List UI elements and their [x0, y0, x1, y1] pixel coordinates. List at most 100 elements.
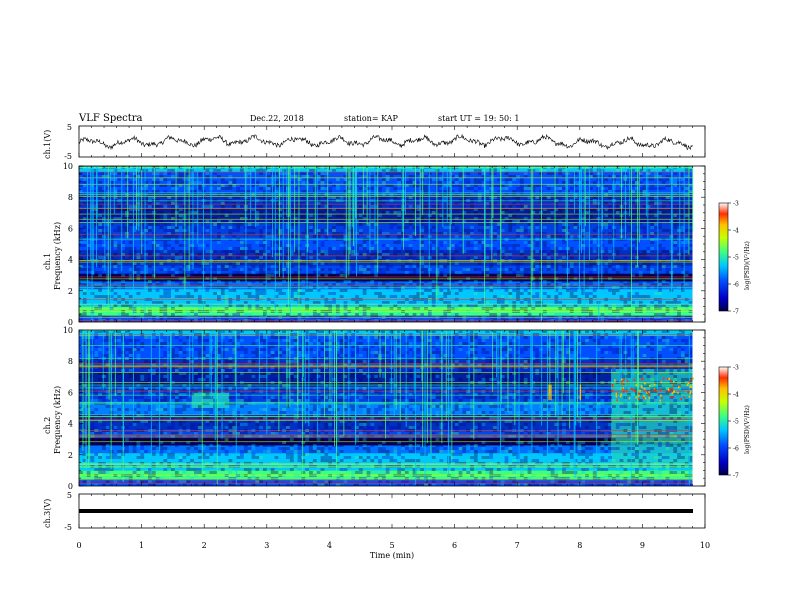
spectrogram-cell: [105, 304, 110, 307]
spectrogram-cell: [274, 289, 279, 292]
spectrogram-cell: [470, 330, 474, 333]
spectrogram-cell: [220, 250, 225, 253]
spectrogram-cell: [247, 256, 252, 259]
spectrogram-cell: [531, 235, 536, 238]
spectrogram-cell: [151, 172, 156, 175]
spectrogram-cell: [182, 360, 187, 363]
spectrogram-cell: [278, 214, 283, 217]
spectrogram-cell: [496, 178, 501, 181]
spectrogram-cell: [569, 289, 574, 292]
spectrogram-cell: [374, 256, 378, 259]
spectrogram-cell: [569, 330, 574, 333]
spectrogram-cell: [619, 292, 624, 295]
spectrogram-cell: [144, 265, 148, 268]
spectrogram-cell: [132, 205, 137, 208]
sferic: [541, 166, 542, 322]
spectrogram-cell: [577, 330, 582, 333]
spectrogram-cell: [82, 280, 87, 283]
spectrogram-cell: [592, 250, 597, 253]
spectrogram-cell: [638, 181, 643, 184]
spectrogram-cell: [132, 271, 137, 274]
spectrogram-cell: [454, 307, 459, 310]
spectrogram-cell: [450, 211, 455, 214]
spectrogram-cell: [339, 372, 344, 375]
spectrogram-cell: [293, 250, 298, 253]
spectrogram-cell: [155, 217, 160, 220]
spectrogram-cell: [320, 363, 325, 366]
spectrogram-cell: [98, 330, 102, 333]
spectrogram-cell: [178, 348, 183, 351]
spectrogram-cell: [512, 247, 517, 250]
spectrogram-cell: [397, 172, 401, 175]
spectrogram-cell: [493, 336, 497, 339]
spectrogram-cell: [427, 217, 432, 220]
spectrogram-cell: [654, 208, 658, 211]
spectrogram-cell: [684, 175, 689, 178]
spectrogram-cell: [374, 330, 378, 333]
spectrogram-cell: [688, 250, 693, 253]
spectrogram-cell: [151, 280, 156, 283]
spectrogram-cell: [132, 372, 137, 375]
spectrogram-cell: [554, 274, 559, 277]
spectrogram-cell: [347, 280, 352, 283]
spectrogram-cell: [171, 235, 175, 238]
spectrogram-cell: [217, 348, 221, 351]
spectrogram-cell: [309, 256, 313, 259]
spectrogram-cell: [82, 369, 87, 372]
spectrogram-cell: [148, 336, 152, 339]
spectrogram-cell: [635, 214, 639, 217]
spectrogram-cell: [121, 280, 125, 283]
spectrogram-cell: [385, 178, 390, 181]
spectrogram-line: [79, 299, 693, 300]
spectrogram-cell: [447, 181, 451, 184]
spectrogram-cell: [627, 229, 632, 232]
spectrogram-cell: [186, 235, 191, 238]
spectrogram-cell: [527, 169, 532, 172]
spectrogram-cell: [447, 220, 451, 223]
spectrogram-cell: [600, 232, 605, 235]
spectrogram-cell: [635, 250, 639, 253]
spectrogram-cell: [673, 351, 678, 354]
spectrogram-cell: [435, 271, 440, 274]
spectrogram-cell: [316, 351, 321, 354]
spectrogram-cell: [148, 217, 152, 220]
spectrogram-cell: [489, 360, 494, 363]
spectrogram-cell: [86, 250, 91, 253]
spectrogram-cell: [638, 223, 643, 226]
spectrogram-cell: [450, 295, 455, 298]
spectrogram-cell: [186, 262, 191, 265]
spectrogram-cell: [470, 345, 474, 348]
spectrogram-cell: [324, 196, 329, 199]
spectrogram-cell: [190, 187, 194, 190]
spectrogram-cell: [339, 342, 344, 345]
spectrogram-cell: [470, 187, 474, 190]
spectrogram-cell: [351, 268, 355, 271]
spectrogram-cell: [259, 229, 263, 232]
spectrogram-cell: [508, 280, 513, 283]
spectrogram-cell: [454, 229, 459, 232]
spectrogram-cell: [535, 304, 540, 307]
spectrogram-cell: [531, 169, 536, 172]
spectrogram-cell: [661, 283, 666, 286]
spectrogram-cell: [125, 301, 129, 304]
spectrogram-cell: [508, 268, 513, 271]
spectrogram-cell: [140, 342, 145, 345]
spectrogram-cell: [316, 205, 321, 208]
spectrogram-line: [79, 208, 693, 209]
spectrogram-cell: [489, 220, 494, 223]
spectrogram-cell: [416, 235, 421, 238]
spectrogram-cell: [351, 354, 355, 357]
spectrogram-cell: [642, 345, 647, 348]
sferic: [451, 166, 452, 225]
spectrogram-cell: [627, 354, 632, 357]
spectrogram-cell: [312, 262, 317, 265]
spectrogram-cell: [569, 205, 574, 208]
spectrogram-cell: [266, 345, 271, 348]
spectrogram-cell: [658, 348, 662, 351]
spectrogram-cell: [293, 235, 298, 238]
spectrogram-cell: [151, 363, 156, 366]
colorbar-tick-label: -4: [733, 228, 739, 235]
spectrogram-cell: [320, 250, 325, 253]
spectrogram-cell: [385, 351, 390, 354]
spectrogram-cell: [393, 304, 398, 307]
